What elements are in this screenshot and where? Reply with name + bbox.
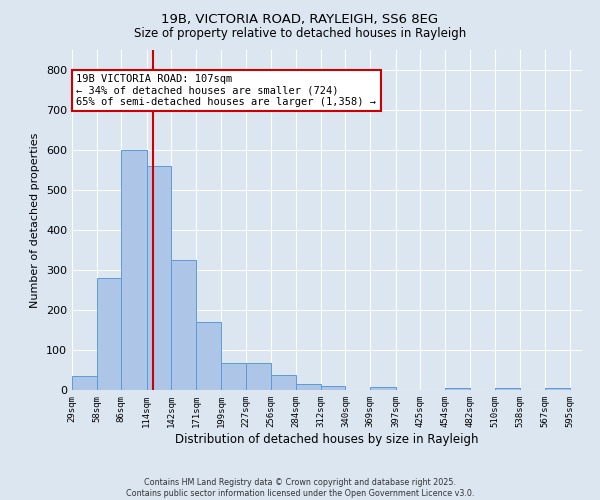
Y-axis label: Number of detached properties: Number of detached properties xyxy=(31,132,40,308)
Bar xyxy=(370,387,395,390)
X-axis label: Distribution of detached houses by size in Rayleigh: Distribution of detached houses by size … xyxy=(175,432,479,446)
Bar xyxy=(495,388,520,390)
Bar xyxy=(545,388,569,390)
Bar xyxy=(296,384,321,390)
Bar xyxy=(221,363,246,390)
Bar xyxy=(172,260,196,390)
Bar xyxy=(271,375,296,390)
Text: Size of property relative to detached houses in Rayleigh: Size of property relative to detached ho… xyxy=(134,28,466,40)
Bar xyxy=(147,166,172,390)
Bar xyxy=(72,376,97,390)
Bar xyxy=(246,363,271,390)
Text: 19B, VICTORIA ROAD, RAYLEIGH, SS6 8EG: 19B, VICTORIA ROAD, RAYLEIGH, SS6 8EG xyxy=(161,12,439,26)
Bar xyxy=(97,278,121,390)
Bar xyxy=(445,388,470,390)
Bar xyxy=(196,322,221,390)
Bar xyxy=(321,386,346,390)
Bar xyxy=(121,150,147,390)
Text: 19B VICTORIA ROAD: 107sqm
← 34% of detached houses are smaller (724)
65% of semi: 19B VICTORIA ROAD: 107sqm ← 34% of detac… xyxy=(76,74,376,107)
Text: Contains HM Land Registry data © Crown copyright and database right 2025.
Contai: Contains HM Land Registry data © Crown c… xyxy=(126,478,474,498)
